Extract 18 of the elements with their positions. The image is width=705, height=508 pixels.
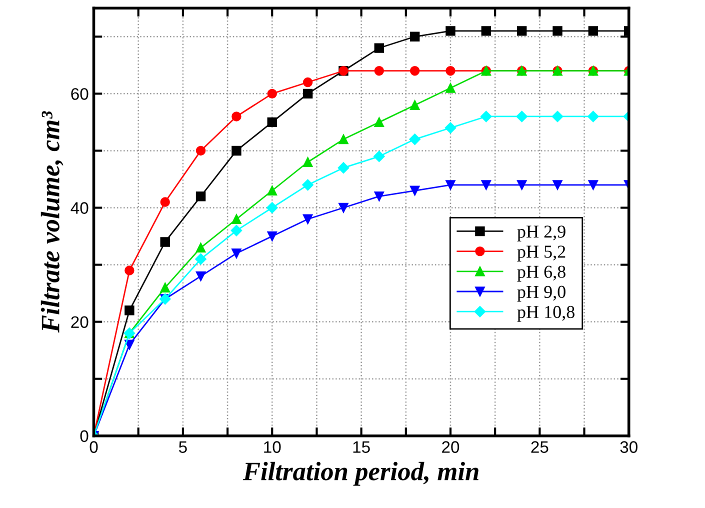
x-tick-label: 25	[531, 441, 548, 453]
y-tick-label: 40	[70, 202, 88, 214]
legend-label: pH 5,2	[517, 246, 566, 262]
x-tick-label: 15	[353, 441, 370, 453]
y-tick-label: 60	[71, 88, 88, 100]
x-tick-label: 20	[442, 441, 460, 453]
y-axis-title: Filtrate volume, cm³	[40, 111, 64, 333]
legend-label: pH 2,9	[517, 226, 566, 242]
legend-label: pH 10,8	[517, 306, 574, 322]
x-tick-label: 30	[620, 441, 638, 453]
legend-label: pH 6,8	[517, 266, 566, 282]
x-tick-label: 5	[178, 441, 187, 453]
x-axis-title: Filtration period, min	[242, 462, 478, 486]
x-tick-label: 0	[90, 441, 98, 453]
y-tick-label: 20	[71, 316, 88, 328]
x-tick-label: 10	[264, 441, 281, 453]
legend-label: pH 9,0	[517, 286, 566, 302]
y-tick-label: 0	[80, 430, 88, 442]
